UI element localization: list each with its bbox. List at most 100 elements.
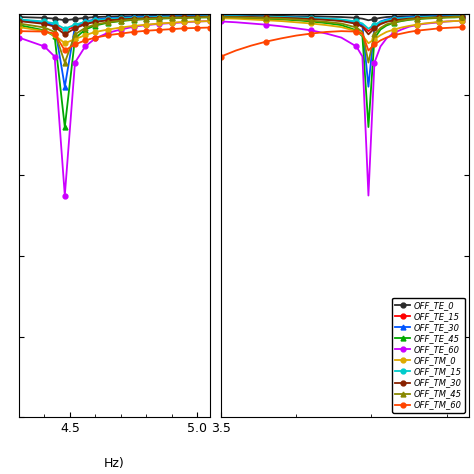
- OFF_TE_45: [338, 22, 344, 28]
- Line: OFF_TM_60: OFF_TM_60: [219, 25, 464, 59]
- OFF_TM_0: [218, 16, 224, 21]
- OFF_TM_45: [372, 32, 377, 37]
- OFF_TM_60: [218, 54, 224, 59]
- OFF_TE_0: [451, 13, 457, 18]
- OFF_TE_45: [421, 16, 427, 21]
- OFF_TM_15: [459, 13, 465, 19]
- OFF_TE_60: [365, 193, 371, 199]
- OFF_TM_0: [383, 29, 389, 35]
- OFF_TE_60: [293, 26, 299, 31]
- OFF_TE_45: [278, 17, 284, 22]
- OFF_TE_15: [218, 14, 224, 19]
- OFF_TM_15: [444, 14, 449, 19]
- OFF_TM_30: [360, 24, 365, 29]
- OFF_TE_60: [451, 18, 457, 24]
- OFF_TM_15: [354, 18, 359, 24]
- OFF_TE_15: [451, 14, 457, 19]
- OFF_TM_45: [248, 15, 254, 21]
- OFF_TE_0: [399, 13, 404, 19]
- Line: OFF_TE_60: OFF_TE_60: [219, 18, 464, 198]
- OFF_TM_30: [391, 18, 397, 23]
- Line: OFF_TE_30: OFF_TE_30: [219, 14, 464, 89]
- OFF_TM_15: [323, 16, 329, 21]
- OFF_TE_15: [263, 15, 269, 20]
- OFF_TE_30: [263, 14, 269, 19]
- OFF_TE_15: [429, 15, 435, 20]
- OFF_TE_30: [459, 13, 465, 19]
- OFF_TM_0: [354, 28, 359, 34]
- OFF_TM_15: [233, 13, 239, 19]
- OFF_TE_60: [444, 18, 449, 24]
- OFF_TM_0: [372, 36, 377, 42]
- OFF_TM_30: [406, 16, 412, 21]
- OFF_TM_15: [372, 22, 377, 27]
- OFF_TE_45: [406, 17, 412, 23]
- OFF_TE_0: [365, 18, 371, 23]
- Line: OFF_TM_0: OFF_TM_0: [219, 16, 464, 46]
- OFF_TE_45: [293, 18, 299, 23]
- OFF_TM_0: [263, 18, 269, 23]
- OFF_TM_30: [459, 14, 465, 19]
- OFF_TE_45: [378, 27, 383, 32]
- OFF_TE_15: [391, 17, 397, 23]
- OFF_TM_45: [360, 29, 365, 35]
- OFF_TM_45: [406, 17, 412, 22]
- OFF_TM_45: [383, 21, 389, 27]
- OFF_TE_0: [459, 13, 465, 18]
- OFF_TM_60: [383, 35, 389, 40]
- OFF_TM_60: [406, 29, 412, 35]
- OFF_TM_45: [323, 19, 329, 25]
- OFF_TE_15: [421, 15, 427, 20]
- OFF_TE_45: [391, 20, 397, 26]
- OFF_TE_60: [263, 22, 269, 27]
- OFF_TM_0: [309, 21, 314, 27]
- OFF_TM_30: [293, 16, 299, 21]
- OFF_TE_0: [437, 13, 442, 18]
- OFF_TM_45: [429, 15, 435, 21]
- OFF_TM_30: [354, 21, 359, 27]
- OFF_TE_15: [383, 18, 389, 24]
- OFF_TE_0: [263, 13, 269, 18]
- OFF_TE_15: [399, 16, 404, 22]
- OFF_TM_30: [233, 14, 239, 20]
- OFF_TM_30: [444, 14, 449, 20]
- OFF_TM_15: [278, 14, 284, 20]
- OFF_TM_30: [338, 18, 344, 24]
- OFF_TE_30: [391, 16, 397, 21]
- OFF_TE_0: [421, 13, 427, 18]
- OFF_TE_0: [444, 13, 449, 18]
- OFF_TE_15: [459, 14, 465, 19]
- OFF_TM_15: [383, 18, 389, 23]
- OFF_TM_15: [309, 15, 314, 21]
- OFF_TE_45: [323, 20, 329, 26]
- OFF_TE_60: [218, 18, 224, 24]
- OFF_TM_60: [391, 32, 397, 38]
- OFF_TM_30: [323, 17, 329, 23]
- OFF_TE_0: [383, 14, 389, 20]
- OFF_TE_15: [354, 20, 359, 26]
- OFF_TE_30: [293, 15, 299, 20]
- OFF_TM_15: [406, 15, 412, 21]
- OFF_TE_30: [309, 15, 314, 21]
- OFF_TM_0: [391, 27, 397, 32]
- OFF_TM_30: [365, 32, 371, 37]
- OFF_TE_15: [406, 16, 412, 21]
- OFF_TM_60: [360, 31, 365, 36]
- OFF_TE_60: [323, 31, 329, 36]
- OFF_TE_60: [459, 18, 465, 24]
- OFF_TE_30: [437, 13, 442, 19]
- OFF_TE_60: [278, 24, 284, 29]
- OFF_TE_45: [459, 14, 465, 20]
- OFF_TM_15: [399, 16, 404, 21]
- OFF_TM_0: [429, 20, 435, 26]
- OFF_TM_15: [360, 21, 365, 27]
- OFF_TM_45: [459, 14, 465, 20]
- OFF_TE_45: [218, 15, 224, 20]
- OFF_TE_45: [429, 16, 435, 21]
- OFF_TM_15: [451, 13, 457, 19]
- OFF_TM_30: [429, 15, 435, 20]
- OFF_TM_15: [429, 14, 435, 19]
- OFF_TM_60: [248, 43, 254, 48]
- OFF_TM_60: [378, 37, 383, 43]
- OFF_TM_15: [338, 17, 344, 22]
